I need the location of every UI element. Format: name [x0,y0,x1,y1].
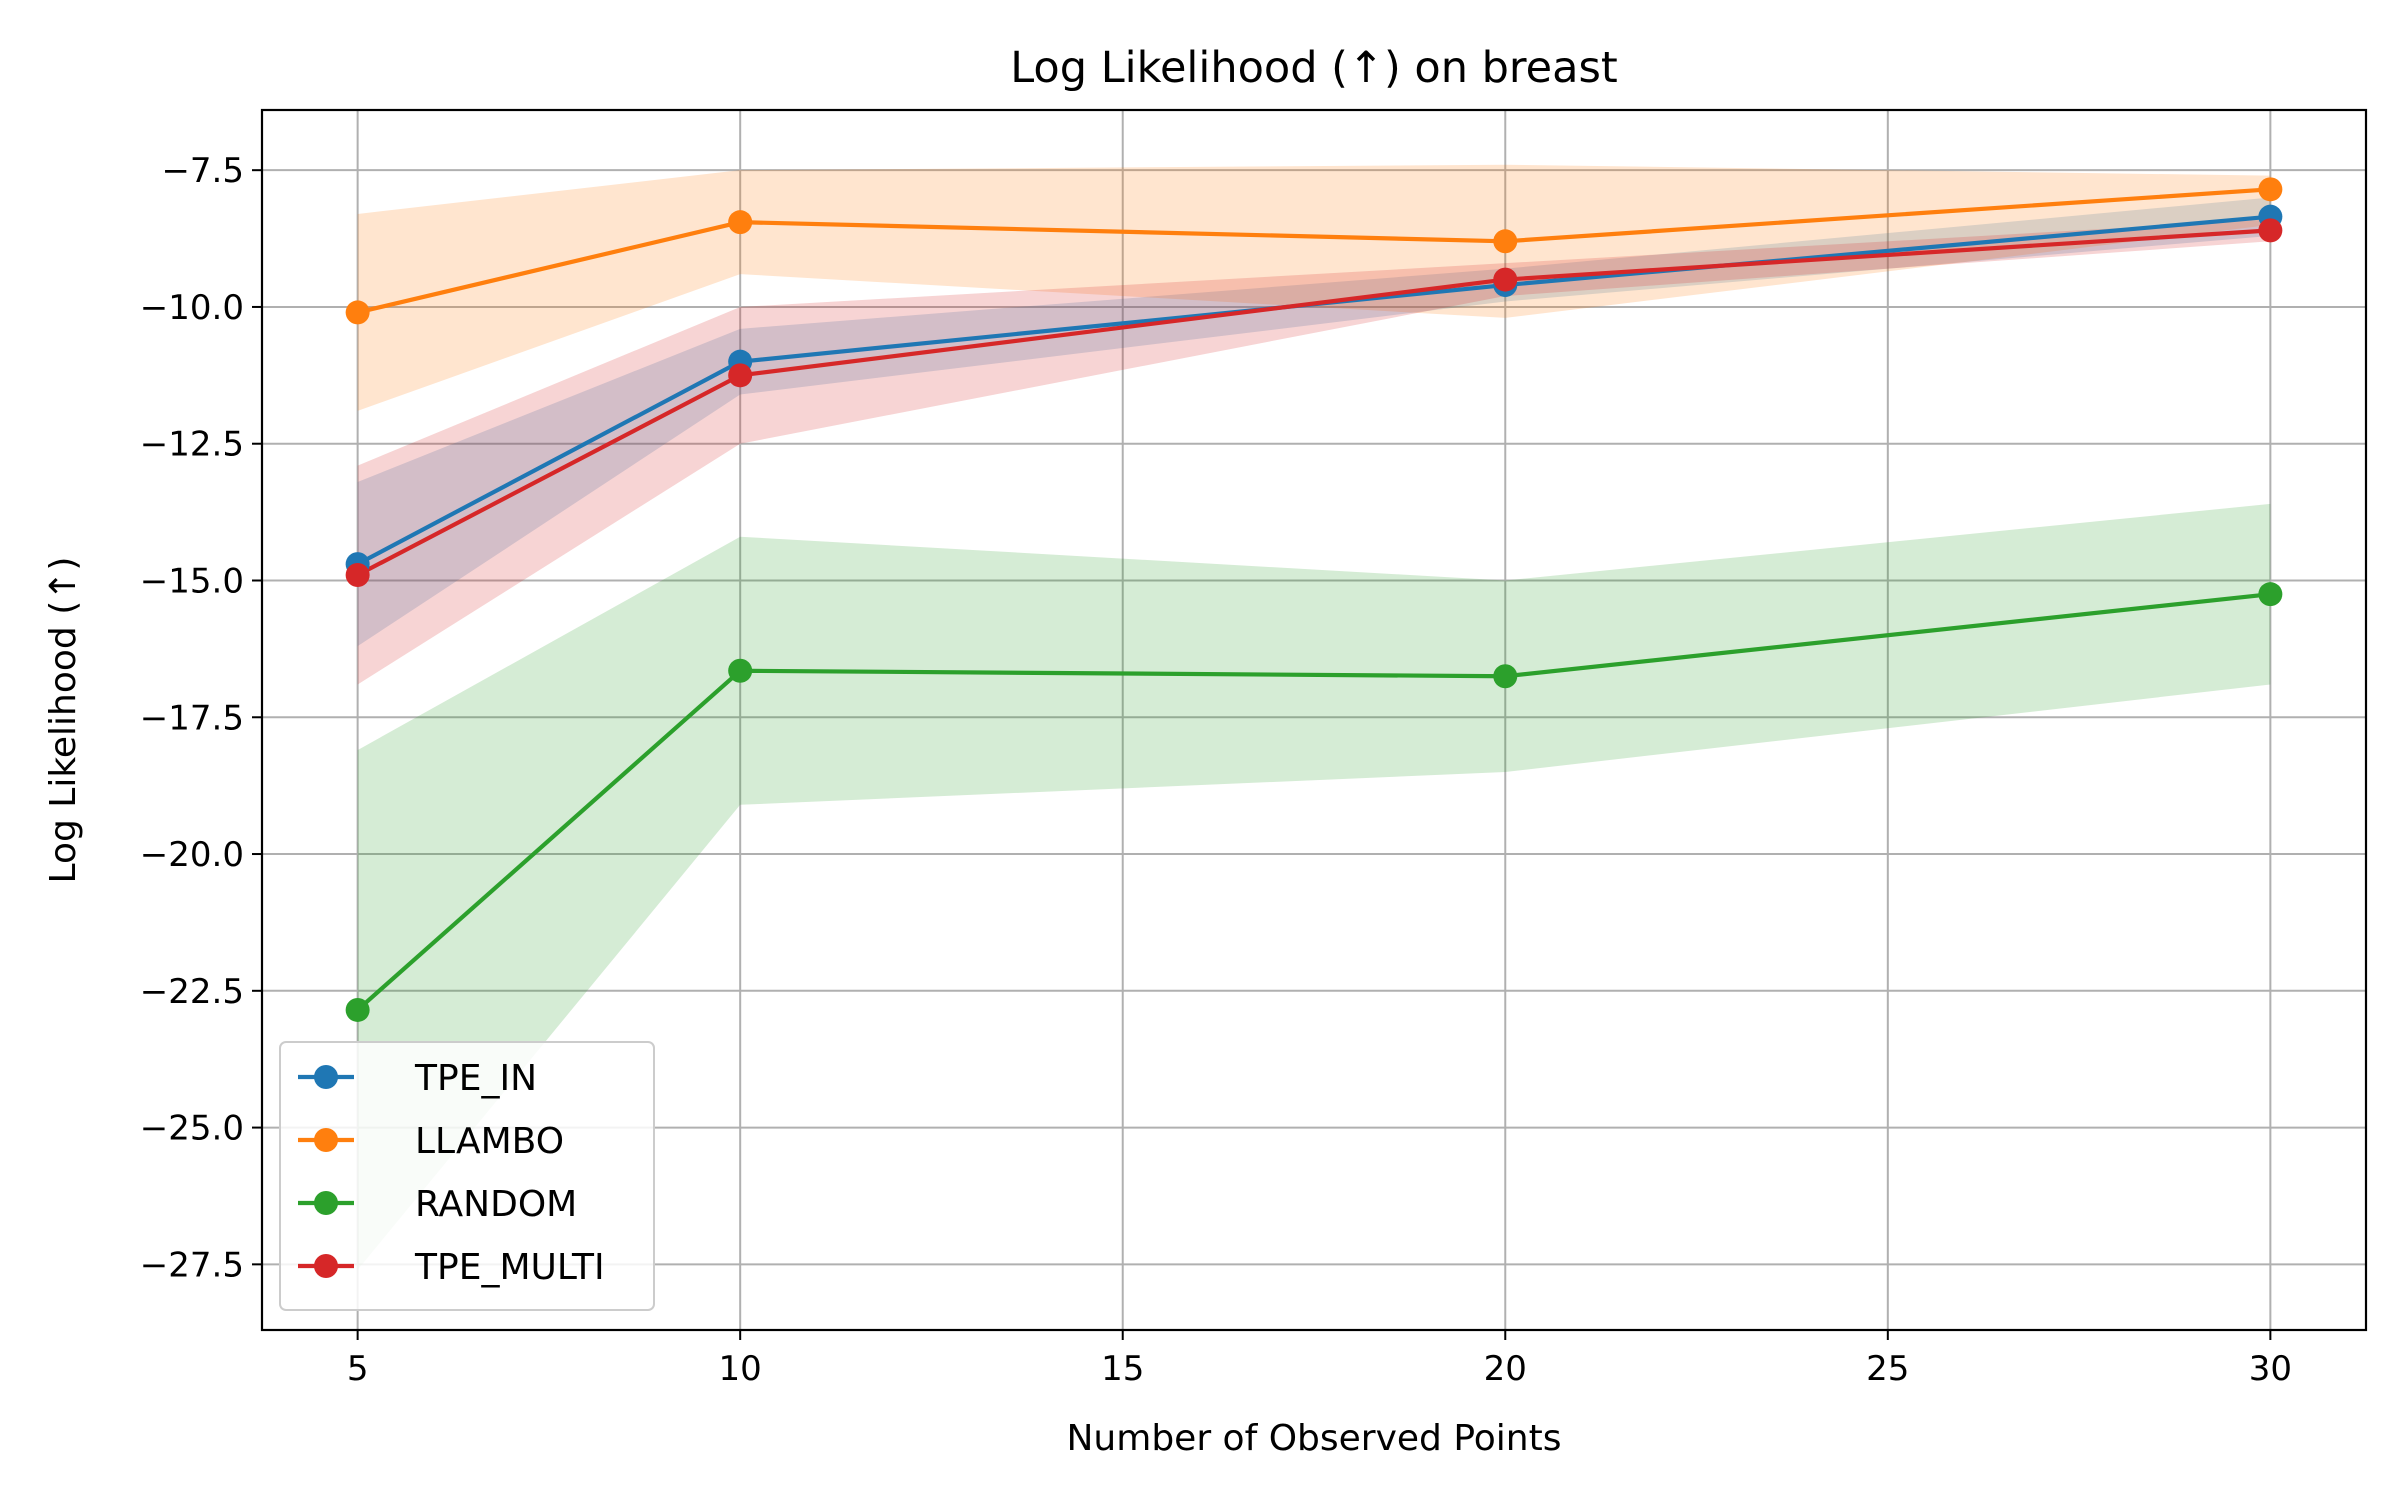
x-tick-label: 20 [1484,1349,1527,1389]
y-tick-label: −12.5 [140,425,244,465]
tpe-multi-band [357,219,2271,685]
x-tick-label: 10 [719,1349,762,1389]
tpe-multi-point [728,363,753,388]
llambo-point [1493,229,1518,254]
legend-marker-tpe-multi [314,1254,338,1278]
legend-marker-llambo [314,1128,338,1152]
llambo-point [345,300,370,325]
y-tick-label: −22.5 [140,972,244,1012]
llambo-point [2258,177,2283,202]
legend-marker-random [314,1191,338,1215]
series-points [345,177,2283,1022]
legend-label-random: RANDOM [415,1184,577,1225]
plot-frame [260,108,2368,1332]
random-point [345,997,370,1022]
legend-label-llambo: LLAMBO [415,1121,564,1162]
y-axis-label: Log Likelihood (↑) [43,557,84,884]
random-line [356,592,2271,1012]
y-tick-label: −7.5 [161,151,244,191]
y-tick-label: −27.5 [140,1245,244,1285]
llambo-point [728,210,753,235]
random-point [2258,582,2283,607]
tpe-multi-point [1493,267,1518,292]
y-ticks: −27.5 −25.0 −22.5 −20.0 −17.5 −15.0 −12.5 −10.0… [140,151,262,1285]
y-tick-label: −15.0 [140,561,244,601]
x-tick-label: 30 [2249,1349,2292,1389]
legend-label-tpe-in: TPE_IN [414,1058,537,1099]
llambo-line [357,187,2271,315]
tpe-multi-point [2258,218,2283,243]
x-tick-label: 25 [1866,1349,1909,1389]
x-ticks: 5 10 15 20 25 30 [347,1330,2292,1389]
legend-marker-tpe-in [314,1065,338,1089]
x-tick-label: 5 [347,1349,369,1389]
legend-box [279,1041,655,1311]
legend-label-tpe-multi: TPE_MULTI [414,1247,605,1288]
random-point [1493,664,1518,689]
random-point [728,658,753,683]
y-tick-label: −25.0 [140,1109,244,1149]
y-tick-label: −20.0 [140,835,244,875]
y-tick-label: −10.0 [140,288,244,328]
x-axis-label: Number of Observed Points [1067,1418,1562,1459]
legend: TPE_IN LLAMBO RANDOM TPE_MULTI [279,1041,655,1311]
series-lines [356,187,2271,1012]
chart-title: Log Likelihood (↑) on breast [1010,43,1618,93]
y-tick-label: −17.5 [140,698,244,738]
tpe-multi-line [356,228,2271,577]
tpe-in-line [356,214,2271,566]
tpe-multi-point [345,563,370,588]
random-band [357,503,2271,1270]
x-tick-label: 15 [1101,1349,1144,1389]
